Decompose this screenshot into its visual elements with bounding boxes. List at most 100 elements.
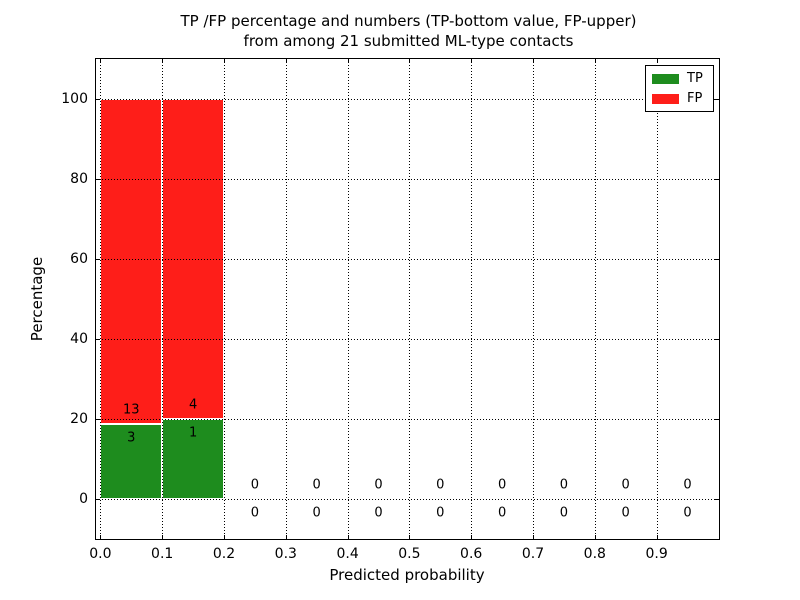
gridline-vertical <box>347 59 349 539</box>
tick-mark-left <box>96 179 100 180</box>
gridline-horizontal <box>96 179 719 180</box>
fp-count-label: 0 <box>436 477 445 493</box>
tick-mark-right <box>715 179 719 180</box>
tp-count-label: 0 <box>559 505 569 521</box>
tick-mark-top <box>347 59 349 63</box>
tick-mark-top <box>594 59 596 63</box>
fp-count-label: 13 <box>123 402 140 418</box>
tp-count-label: 0 <box>436 505 445 521</box>
fp-count-label: 0 <box>621 477 630 493</box>
tick-mark-bottom <box>100 535 102 539</box>
gridline-vertical <box>471 59 473 539</box>
legend-swatch-tp <box>652 73 679 84</box>
gridline-vertical <box>100 59 102 539</box>
tick-mark-top <box>285 59 287 63</box>
x-tick-label: 0.1 <box>151 546 174 562</box>
tick-mark-top <box>224 59 225 63</box>
tick-mark-left <box>96 339 100 340</box>
chart-title: TP /FP percentage and numbers (TP-bottom… <box>96 11 721 51</box>
tick-mark-left <box>96 259 100 260</box>
tick-mark-right <box>715 419 719 420</box>
tick-mark-top <box>162 59 164 63</box>
tick-mark-bottom <box>471 535 473 539</box>
y-tick-label: 60 <box>70 251 88 267</box>
tick-mark-bottom <box>162 535 164 539</box>
gridline-vertical <box>656 59 658 539</box>
chart-title-line2: from among 21 submitted ML-type contacts <box>243 32 574 50</box>
gridline-horizontal <box>96 419 719 420</box>
tick-mark-bottom <box>533 535 534 539</box>
y-tick-label: 100 <box>61 91 88 107</box>
tp-count-label: 0 <box>250 505 260 521</box>
fp-count-label: 0 <box>250 477 260 493</box>
y-tick-label: 80 <box>70 171 88 187</box>
tp-count-label: 0 <box>312 505 321 521</box>
tick-mark-right <box>715 499 719 500</box>
gridline-vertical <box>533 59 534 539</box>
tp-count-label: 0 <box>497 505 507 521</box>
tick-mark-bottom <box>656 535 658 539</box>
tp-count-label: 0 <box>374 505 383 521</box>
gridline-vertical <box>409 59 411 539</box>
tp-count-label: 3 <box>127 430 136 446</box>
fp-count-label: 0 <box>559 477 569 493</box>
x-tick-label: 0.6 <box>460 546 483 562</box>
tick-mark-bottom <box>347 535 349 539</box>
x-tick-label: 0.5 <box>398 546 421 562</box>
y-tick-label: 20 <box>70 411 88 427</box>
tick-mark-right <box>715 259 719 260</box>
tick-mark-top <box>471 59 473 63</box>
legend: TP FP <box>645 65 714 112</box>
x-axis-label: Predicted probability <box>329 566 485 584</box>
gridline-vertical <box>285 59 287 539</box>
legend-label: TP <box>687 71 703 86</box>
tick-mark-top <box>409 59 411 63</box>
tick-mark-left <box>96 419 100 420</box>
gridline-horizontal <box>96 339 719 340</box>
fp-count-label: 0 <box>497 477 507 493</box>
x-tick-label: 0.2 <box>212 546 236 562</box>
tick-mark-bottom <box>285 535 287 539</box>
tick-mark-right <box>715 339 719 340</box>
grid-layer <box>96 59 719 539</box>
tp-count-label: 0 <box>683 505 692 521</box>
fp-count-label: 0 <box>312 477 321 493</box>
bar-fp-segment <box>100 99 163 424</box>
fp-count-label: 0 <box>374 477 383 493</box>
tick-mark-left <box>96 499 100 500</box>
tick-mark-left <box>96 99 100 100</box>
legend-swatch-fp <box>652 93 679 104</box>
tick-mark-top <box>656 59 658 63</box>
tick-mark-bottom <box>594 535 596 539</box>
plot-area: 13 3 4 1 0 0 0 0 0 0 0 0 0 0 0 0 0 0 0 0 TP FP <box>95 58 720 540</box>
y-tick-label: 40 <box>70 331 88 347</box>
legend-entry: TP <box>652 72 707 85</box>
gridline-vertical <box>224 59 225 539</box>
legend-entry: FP <box>652 92 707 105</box>
x-tick-label: 0.0 <box>89 546 112 562</box>
tp-count-label: 1 <box>188 425 198 441</box>
fp-count-label: 4 <box>188 397 198 413</box>
gridline-horizontal <box>96 499 719 500</box>
gridline-horizontal <box>96 259 719 260</box>
gridline-horizontal <box>96 99 719 100</box>
tick-mark-bottom <box>224 535 225 539</box>
legend-label: FP <box>687 91 703 106</box>
y-axis-label: Percentage <box>28 256 46 342</box>
fp-count-label: 0 <box>683 477 692 493</box>
gridline-vertical <box>594 59 596 539</box>
tick-mark-top <box>100 59 102 63</box>
tick-layer <box>96 59 719 539</box>
x-tick-label: 0.9 <box>645 546 668 562</box>
y-tick-label: 0 <box>79 491 88 507</box>
tick-mark-top <box>533 59 534 63</box>
x-tick-label: 0.4 <box>336 546 359 562</box>
count-labels-layer: 13 3 4 1 0 0 0 0 0 0 0 0 0 0 0 0 0 0 0 0 <box>96 59 719 539</box>
plot-inner: 13 3 4 1 0 0 0 0 0 0 0 0 0 0 0 0 0 0 0 0 TP FP <box>96 59 719 539</box>
tick-mark-bottom <box>409 535 411 539</box>
x-tick-label: 0.7 <box>521 546 545 562</box>
chart-title-line1: TP /FP percentage and numbers (TP-bottom… <box>180 12 637 30</box>
tp-count-label: 0 <box>621 505 630 521</box>
tick-mark-right <box>715 99 719 100</box>
